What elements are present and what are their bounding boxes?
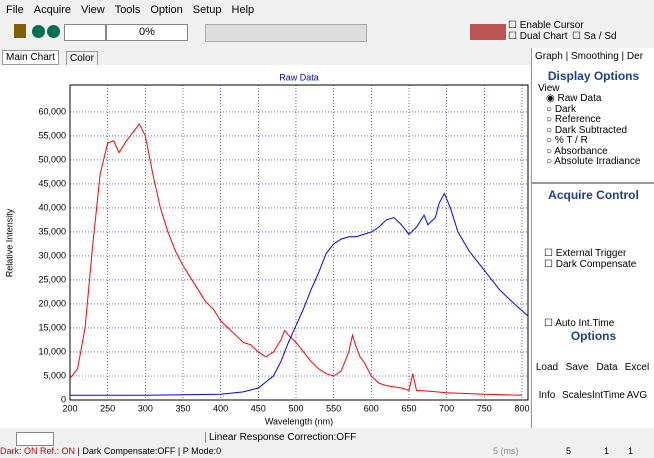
status-text: Dark: ON [0,446,38,456]
y-tick-label: 25,000 [38,274,66,284]
led [32,25,45,38]
checkbox[interactable]: Dark Compensate [544,259,654,270]
radio[interactable]: % T / R [546,135,654,147]
y-tick-label: 15,000 [38,322,66,332]
button[interactable]: Excel [624,361,650,373]
radio[interactable]: Absorbance [546,146,654,158]
x-tick-label: 300 [138,403,153,413]
radio[interactable]: Absolute Irradiance [546,156,654,168]
status-bar: Dark: ON Ref.: ON | Dark Compensate:OFF … [0,446,634,456]
radio[interactable]: Dark [546,104,654,116]
menu-item[interactable]: Acquire [33,4,72,16]
tab[interactable]: Main Chart [2,50,59,65]
menu-item[interactable]: Option [150,4,183,16]
section-title: Display Options [547,69,640,83]
button[interactable]: Data [596,361,618,373]
status-text: 5 (ms) [493,446,519,456]
data-line [69,122,522,396]
dropdown[interactable] [16,432,54,446]
y-tick-label: 10,000 [38,346,66,356]
group-label: View [538,83,560,94]
progress: 0% [106,24,188,41]
x-tick-label: 350 [175,403,190,413]
tab[interactable]: Graph [535,51,563,62]
chart: Raw Data Wavelength (nm) Relative Intens… [0,65,530,428]
toolbar-buttons[interactable] [205,24,367,42]
section-title: Options [570,328,617,343]
x-tick-label: 600 [364,403,379,413]
tab[interactable]: Der [626,51,644,62]
field[interactable] [64,24,106,41]
y-tick-label: 5,000 [43,370,66,380]
status-text: P Mode:0 [182,446,222,456]
x-tick-label: 400 [213,403,228,413]
checkbox[interactable]: Sa / Sd [572,31,617,42]
x-axis-label: Wavelength (nm) [265,416,333,426]
menu-item[interactable]: File [6,4,24,16]
button[interactable]: AVG [626,389,648,401]
status-text: Dark Compensate:OFF [82,446,176,456]
section-title: Acquire Control [532,181,654,202]
y-tick-label: 60,000 [38,106,66,116]
checkbox[interactable]: External Trigger [544,248,654,259]
y-tick-label: 30,000 [38,250,66,260]
y-axis-label: Relative Intensity [4,208,14,277]
menu-item[interactable]: Setup [192,4,222,16]
x-tick-label: 250 [100,403,115,413]
button[interactable]: Scales [562,389,593,401]
menu-item[interactable]: Help [231,4,255,16]
icon[interactable] [470,24,506,40]
tab[interactable]: Color [66,51,98,66]
x-tick-label: 750 [477,403,492,413]
x-tick-label: 550 [326,403,341,413]
button[interactable]: Save [565,361,589,373]
x-tick-label: 800 [514,403,529,413]
tabs: Graph | Smoothing | Der [535,51,644,62]
checkbox[interactable]: Dual Chart [508,31,568,42]
menu-item[interactable]: Tools [114,4,141,16]
y-tick-label: 0 [61,394,66,404]
radio[interactable]: Dark Subtracted [546,125,654,137]
x-tick-label: 200 [62,403,77,413]
status-text: 5 [566,446,572,456]
x-tick-label: 650 [401,403,416,413]
y-tick-label: 45,000 [38,178,66,188]
x-tick-label: 450 [251,403,266,413]
status-text: Ref.: ON [40,446,76,456]
data-line [70,192,529,396]
menu-bar: File Acquire View Tools Option Setup Help [6,4,264,16]
button[interactable]: IntTime [592,389,625,401]
menu-item[interactable]: View [81,4,105,16]
radio[interactable]: Reference [546,114,654,126]
button[interactable]: Info [538,389,556,401]
led [47,25,60,38]
radio[interactable]: Raw Data [546,93,654,105]
button[interactable]: Load [535,361,559,373]
status-text: Linear Response Correction:OFF [205,432,356,443]
y-tick-label: 55,000 [38,130,66,140]
y-tick-label: 50,000 [38,154,66,164]
status-text: 1 [628,446,634,456]
y-tick-label: 35,000 [38,226,66,236]
tab[interactable]: Smoothing [570,51,619,62]
y-tick-label: 40,000 [38,202,66,212]
x-tick-label: 500 [288,403,303,413]
y-tick-label: 20,000 [38,298,66,308]
plot-frame [69,84,529,401]
side-panel: Graph | Smoothing | Der Display Options … [531,48,654,428]
status-text: 1 [604,446,610,456]
chart-title: Raw Data [279,72,319,82]
x-tick-label: 700 [439,403,454,413]
checkbox[interactable]: Enable Cursor [508,20,584,31]
checkbox[interactable]: Auto Int.Time [544,318,654,329]
icon[interactable] [14,24,26,38]
